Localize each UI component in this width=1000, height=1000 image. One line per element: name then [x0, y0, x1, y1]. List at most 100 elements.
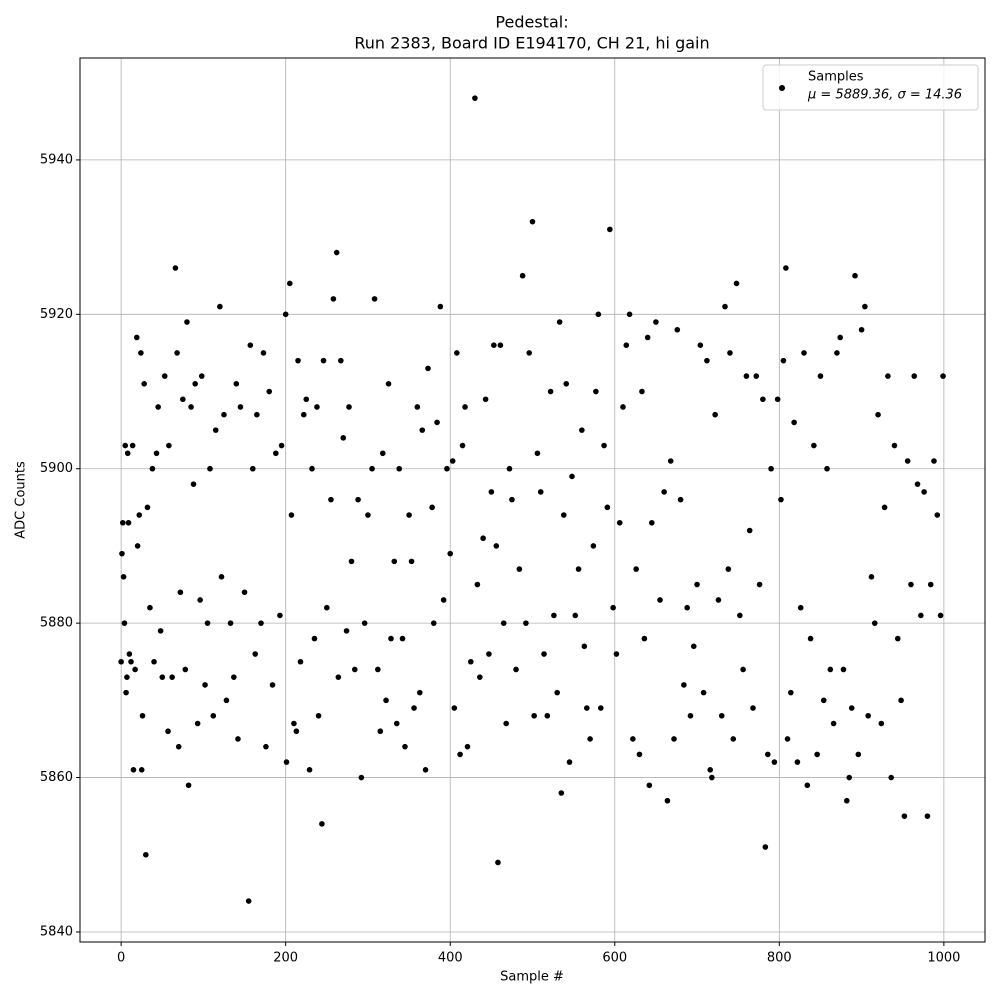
- point: [837, 334, 843, 341]
- x-tick-label: 800: [767, 951, 792, 966]
- point: [144, 504, 151, 511]
- point: [921, 489, 927, 495]
- point: [934, 512, 941, 518]
- point: [687, 712, 694, 719]
- point: [416, 689, 423, 696]
- point: [722, 303, 728, 310]
- point: [794, 759, 801, 765]
- x-tick-label: 400: [438, 951, 463, 966]
- point: [636, 751, 643, 758]
- point: [868, 574, 875, 580]
- point: [718, 712, 725, 719]
- point: [422, 767, 429, 773]
- point: [182, 666, 189, 673]
- point: [737, 612, 743, 619]
- point: [848, 705, 855, 711]
- point: [396, 465, 403, 472]
- point: [333, 249, 340, 256]
- point: [207, 465, 213, 472]
- point: [858, 326, 865, 333]
- point: [346, 404, 352, 410]
- point: [138, 767, 145, 773]
- point: [122, 442, 129, 449]
- y-tick-label: 5900: [40, 461, 73, 476]
- point: [641, 635, 648, 642]
- point: [780, 357, 787, 364]
- legend-box: [762, 64, 979, 111]
- point: [283, 759, 290, 765]
- point: [547, 388, 554, 395]
- point: [151, 658, 157, 665]
- point: [153, 450, 160, 457]
- point: [454, 350, 460, 356]
- point: [123, 689, 129, 696]
- point: [664, 797, 671, 804]
- point: [306, 767, 313, 773]
- point: [457, 751, 463, 758]
- point: [506, 465, 513, 472]
- point: [681, 682, 687, 688]
- point: [529, 218, 536, 225]
- point: [756, 581, 763, 588]
- point: [260, 350, 267, 356]
- point: [190, 481, 197, 487]
- point: [351, 666, 358, 673]
- point: [254, 411, 260, 418]
- point: [277, 612, 283, 619]
- point: [119, 519, 126, 526]
- point: [797, 604, 804, 611]
- point: [315, 712, 322, 719]
- point: [503, 720, 509, 727]
- point: [128, 658, 134, 665]
- point: [712, 411, 718, 418]
- points: [118, 95, 946, 904]
- point: [584, 705, 590, 711]
- point: [891, 442, 898, 449]
- point: [330, 296, 337, 302]
- point: [865, 712, 871, 719]
- point: [139, 712, 146, 719]
- point: [419, 427, 426, 433]
- point: [480, 535, 486, 542]
- point: [811, 442, 817, 449]
- point: [119, 550, 125, 557]
- legend-label: Samples: [808, 70, 864, 85]
- point: [604, 504, 611, 511]
- point: [147, 604, 153, 611]
- point: [300, 411, 307, 418]
- x-axis-label: Sample #: [500, 970, 564, 985]
- point: [124, 450, 131, 457]
- point: [746, 527, 753, 534]
- point: [667, 458, 674, 464]
- legend-stats: μ = 5889.36, σ = 14.36: [807, 88, 962, 103]
- point: [760, 396, 766, 403]
- point: [908, 581, 914, 588]
- point: [901, 813, 908, 819]
- point: [824, 465, 830, 472]
- legend: Samples μ = 5889.36, σ = 14.36: [762, 64, 979, 111]
- point: [177, 589, 184, 596]
- point: [383, 697, 389, 704]
- point: [937, 612, 944, 619]
- y-axis-label: ADC Counts: [14, 461, 29, 539]
- point: [247, 342, 254, 349]
- point: [911, 373, 918, 379]
- point: [878, 720, 885, 727]
- point: [223, 697, 230, 704]
- point: [852, 272, 858, 279]
- chart-subtitle: Run 2383, Board ID E194170, CH 21, hi ga…: [354, 34, 709, 53]
- plot-frame: [79, 57, 986, 943]
- point: [169, 674, 175, 680]
- point: [639, 388, 645, 395]
- point: [544, 712, 551, 719]
- point: [740, 666, 746, 673]
- point: [575, 566, 582, 572]
- point: [249, 465, 256, 472]
- point: [587, 736, 593, 742]
- point: [774, 396, 781, 403]
- point: [335, 674, 342, 680]
- y-tick-label: 5840: [40, 924, 73, 939]
- point: [569, 473, 575, 480]
- point: [733, 280, 740, 287]
- point: [282, 311, 289, 318]
